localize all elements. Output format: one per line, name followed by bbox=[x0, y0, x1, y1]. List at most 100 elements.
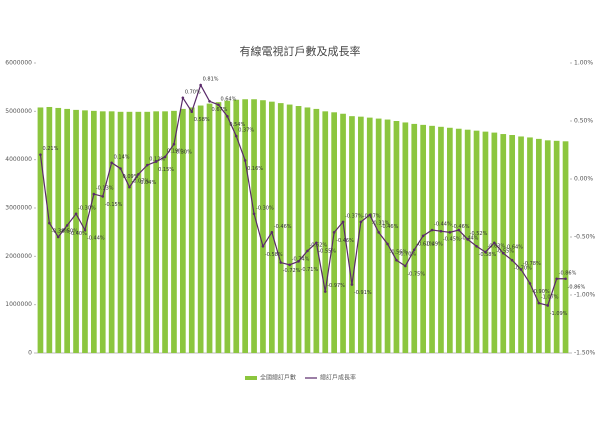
bar bbox=[286, 104, 293, 353]
bar bbox=[402, 122, 409, 353]
data-label: -0.37% bbox=[363, 213, 381, 219]
point bbox=[181, 96, 185, 100]
bar bbox=[135, 111, 142, 353]
point bbox=[395, 258, 398, 262]
point bbox=[484, 250, 487, 254]
point bbox=[323, 290, 327, 293]
y-tick-label: 4000000 bbox=[5, 156, 32, 163]
bar bbox=[473, 130, 480, 353]
point bbox=[208, 99, 211, 103]
data-label: -0.91% bbox=[354, 290, 372, 296]
point bbox=[163, 155, 167, 159]
bar bbox=[366, 117, 373, 353]
data-label: 0.19% bbox=[167, 148, 183, 154]
bar bbox=[162, 111, 168, 353]
data-label: -0.86% bbox=[559, 270, 577, 276]
data-label: 0.67% bbox=[212, 107, 228, 113]
legend-label: 全國總訂戶數 bbox=[260, 374, 296, 382]
y-tick-label: 5000000 bbox=[5, 108, 32, 115]
point bbox=[341, 220, 345, 224]
data-label: -1.07% bbox=[541, 295, 559, 301]
point bbox=[172, 142, 176, 146]
bar bbox=[37, 107, 44, 353]
bar bbox=[206, 103, 213, 353]
bar bbox=[197, 105, 204, 354]
bar bbox=[411, 123, 418, 354]
bar bbox=[144, 111, 151, 353]
data-label: -0.37% bbox=[345, 213, 363, 219]
bar bbox=[180, 108, 186, 354]
legend-label: 總訂戶成長率 bbox=[320, 374, 356, 382]
point bbox=[154, 160, 158, 163]
data-label: -0.38% bbox=[51, 229, 69, 235]
point bbox=[306, 249, 309, 253]
data-label: -0.13% bbox=[96, 186, 114, 192]
point bbox=[252, 212, 256, 216]
bar bbox=[313, 108, 320, 354]
data-label: -0.31% bbox=[372, 220, 390, 226]
data-label: -1.09% bbox=[550, 311, 568, 317]
point bbox=[226, 115, 229, 118]
y2-tick-label: 0.00% bbox=[574, 176, 593, 183]
data-label: -0.30% bbox=[256, 205, 274, 211]
line bbox=[39, 83, 566, 307]
point bbox=[466, 238, 469, 241]
data-label: -0.70% bbox=[398, 252, 416, 258]
bar bbox=[482, 131, 489, 353]
point bbox=[519, 268, 523, 271]
data-label: 0.12% bbox=[149, 157, 165, 163]
point bbox=[404, 264, 407, 268]
bar bbox=[277, 103, 284, 353]
point bbox=[448, 231, 452, 234]
data-label: 0.54% bbox=[229, 122, 245, 128]
data-label: -0.72% bbox=[283, 268, 301, 274]
point bbox=[243, 159, 247, 162]
data-label: -0.44% bbox=[434, 222, 452, 228]
data-label: -0.40% bbox=[69, 231, 87, 237]
bar bbox=[117, 111, 124, 353]
data-label: -0.07% bbox=[131, 179, 149, 185]
bar bbox=[295, 106, 302, 354]
legend-swatch bbox=[245, 376, 257, 380]
y2-tick-label: -1.50% bbox=[574, 350, 596, 357]
chart-title: 有線電視訂戶數及成長率 bbox=[240, 44, 361, 58]
point bbox=[270, 231, 274, 234]
point bbox=[234, 134, 238, 138]
point bbox=[555, 277, 558, 281]
data-label: 0.30% bbox=[176, 150, 192, 156]
bar bbox=[304, 107, 311, 353]
bar bbox=[420, 124, 426, 353]
bar bbox=[242, 99, 248, 353]
data-label: -0.58% bbox=[479, 252, 497, 258]
bar bbox=[91, 110, 97, 353]
point bbox=[386, 242, 389, 246]
point bbox=[546, 304, 550, 307]
bar bbox=[171, 110, 177, 353]
data-label: -0.86% bbox=[568, 284, 586, 290]
data-label: -0.15% bbox=[105, 202, 123, 208]
y-tick-label: 6000000 bbox=[5, 60, 32, 67]
point bbox=[83, 228, 87, 232]
point bbox=[377, 231, 380, 234]
bar bbox=[518, 136, 524, 353]
point bbox=[128, 185, 131, 189]
point bbox=[430, 228, 434, 232]
data-label: 0.04% bbox=[140, 180, 156, 186]
bar bbox=[536, 138, 542, 353]
bar bbox=[322, 111, 329, 353]
bar bbox=[55, 107, 62, 353]
data-label: 0.14% bbox=[114, 154, 130, 160]
bar bbox=[82, 110, 88, 353]
data-label: -0.62% bbox=[309, 242, 327, 248]
point bbox=[359, 220, 363, 224]
point bbox=[288, 263, 291, 267]
data-label: -0.30% bbox=[78, 205, 96, 211]
data-label: -0.63% bbox=[487, 244, 505, 250]
data-label: -0.78% bbox=[523, 261, 541, 267]
bar bbox=[233, 99, 240, 353]
y-tick-label: 0 bbox=[28, 350, 32, 357]
bar bbox=[349, 116, 355, 354]
bar bbox=[393, 121, 400, 353]
point bbox=[92, 192, 96, 196]
